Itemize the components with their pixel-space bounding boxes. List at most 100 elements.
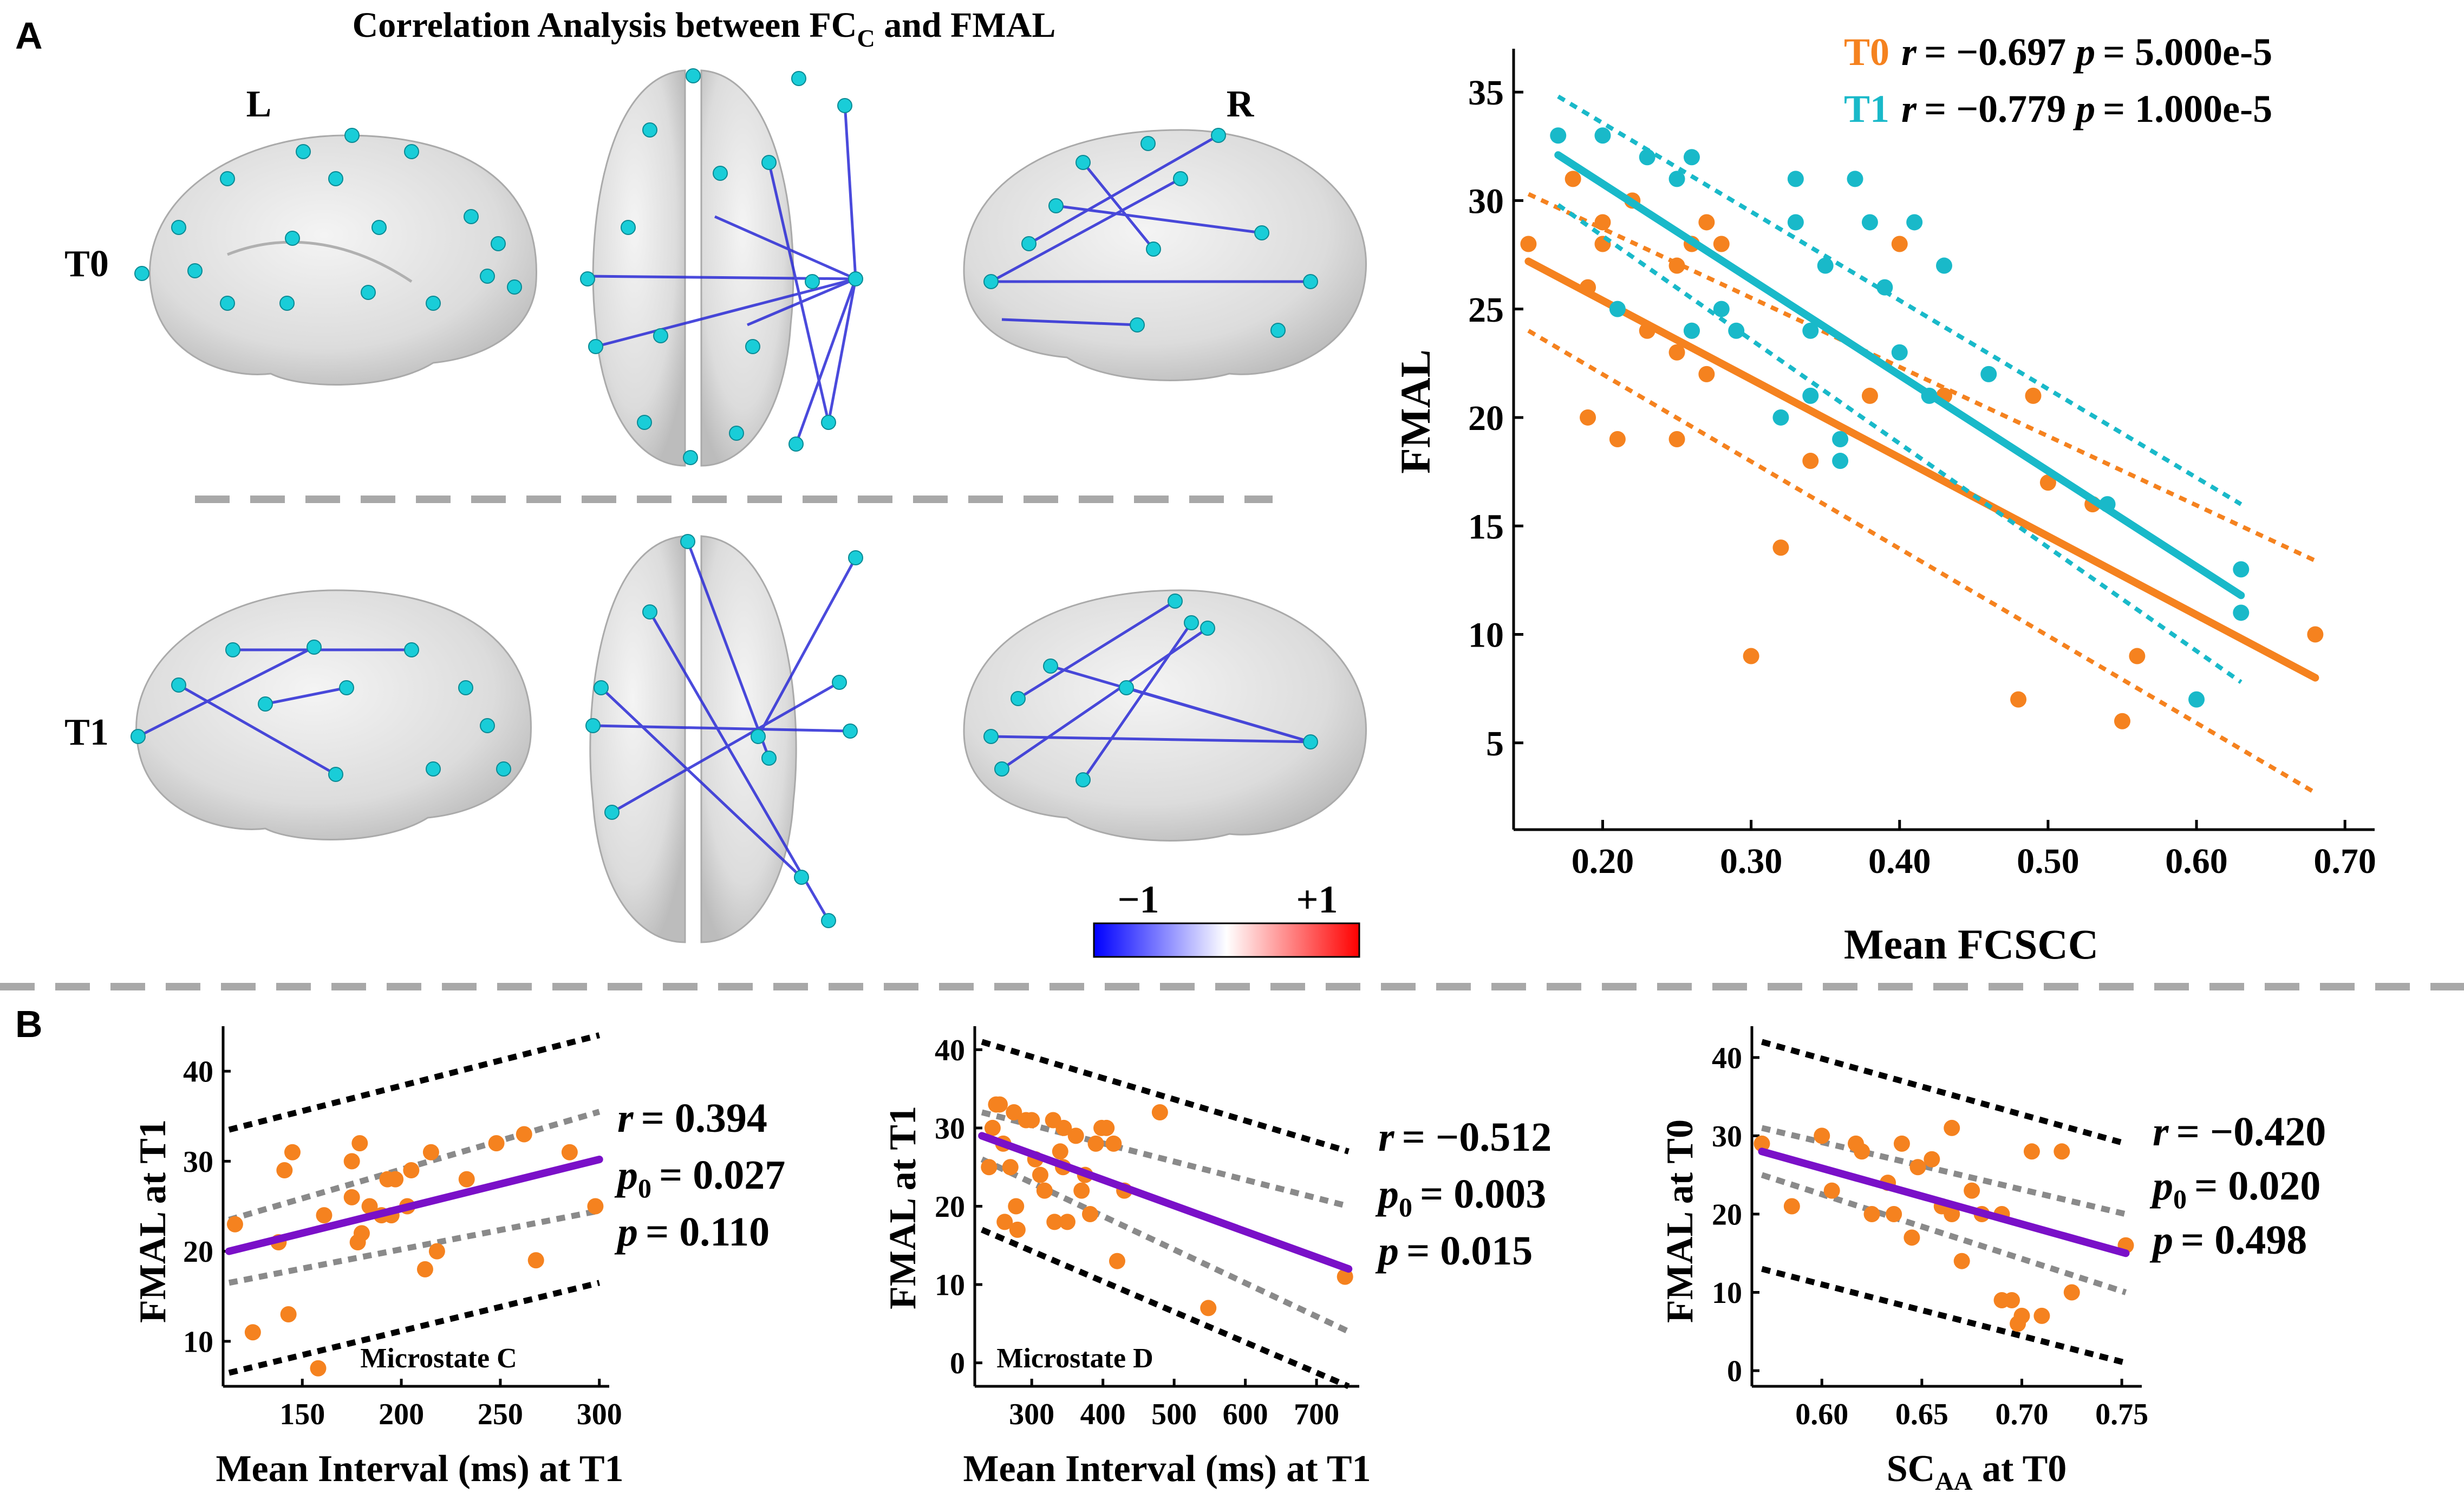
data-point-t1: [1906, 214, 1923, 231]
y-tick-label: 10: [935, 1269, 965, 1302]
data-point: [1073, 1182, 1090, 1199]
data-point: [981, 1159, 998, 1176]
data-point: [996, 1214, 1013, 1230]
data-point: [1109, 1253, 1125, 1269]
legend-t0-name: T0: [1844, 30, 1889, 74]
chart-b2-p-symbol: p: [1375, 1228, 1399, 1274]
chart-b2-p: p = 0.015: [1375, 1228, 1533, 1274]
y-tick-label: 30: [1712, 1120, 1742, 1153]
chart-b2-p0-value: = 0.003: [1420, 1171, 1546, 1217]
ci-outer-upper: [228, 1032, 601, 1133]
panel-a-title: Correlation Analysis between FCC and FMA…: [353, 5, 1056, 52]
data-point-t1: [1683, 322, 1700, 339]
row-label-t1: T1: [64, 712, 109, 753]
x-tick-label: 0.70: [2313, 842, 2376, 881]
data-point-t1: [1787, 214, 1804, 231]
y-tick-label: 30: [183, 1145, 213, 1179]
brain-t1-right-lateral: [963, 589, 1367, 842]
colorbar-min-label: −1: [1117, 878, 1159, 921]
fit-line: [1758, 1148, 2130, 1257]
y-tick-label: 20: [183, 1235, 213, 1269]
chart-b3-p: p = 0.498: [2149, 1217, 2307, 1263]
y-tick-label: 0: [950, 1347, 965, 1380]
data-point-t0: [1609, 431, 1626, 447]
legend-t0-p-value: = 5.000e-5: [2103, 30, 2272, 74]
panel-a-title-sub: C: [857, 24, 875, 52]
row-label-t0: T0: [64, 243, 109, 285]
brain-nodes: [131, 68, 1318, 928]
y-tick-label: 35: [1468, 73, 1504, 113]
data-point-t1: [1668, 171, 1685, 187]
chart-b2-r-value: = −0.512: [1402, 1114, 1552, 1160]
legend-t1-r-value: = −0.779: [1924, 87, 2066, 131]
data-point: [2013, 1307, 2030, 1324]
legend-t1-name: T1: [1844, 87, 1889, 131]
legend-t1-r-symbol: r: [1901, 87, 1917, 131]
data-point: [488, 1135, 505, 1152]
data-point-t1: [1802, 322, 1819, 339]
chart-a-legend: T0 r = −0.697 p = 5.000e-5 T1 r = −0.779 p = 1.0…: [1844, 30, 2272, 131]
legend-t0-p-symbol: p: [2072, 30, 2095, 74]
data-point: [984, 1119, 1001, 1136]
data-point: [244, 1324, 261, 1341]
ci-lower-t1: [1556, 203, 2243, 684]
data-point-t1: [1683, 149, 1700, 166]
data-point: [587, 1198, 604, 1215]
chart-b3-r-value: = −0.420: [2176, 1109, 2326, 1155]
x-tick-label: 0.30: [1720, 842, 1783, 881]
data-point: [1783, 1198, 1800, 1215]
chart-b2-r: r = −0.512: [1378, 1114, 1552, 1160]
data-point-t0: [1520, 236, 1537, 252]
data-point-t0: [1668, 431, 1685, 447]
data-point-t1: [2188, 691, 2205, 708]
data-point-t1: [1550, 127, 1567, 144]
chart-b1-annotation: Microstate C: [360, 1343, 517, 1374]
data-point-t0: [1565, 171, 1581, 187]
y-tick-label: 5: [1486, 724, 1504, 764]
chart-b3-xlabel: SCAA at T0: [1887, 1448, 2067, 1493]
y-tick-label: 20: [1712, 1198, 1742, 1232]
data-point-t0: [1698, 366, 1715, 382]
data-point: [1082, 1205, 1098, 1222]
chart-a-xlabel: Mean FCSCC: [1844, 921, 2098, 968]
data-point: [1046, 1214, 1063, 1230]
data-point: [1886, 1205, 1902, 1222]
y-tick-label: 25: [1468, 290, 1504, 330]
legend-t1: T1 r = −0.779 p = 1.000e-5: [1844, 87, 2272, 131]
data-point: [1893, 1135, 1910, 1152]
data-point-t0: [1772, 539, 1789, 556]
data-point: [1059, 1214, 1075, 1230]
chart-b2-stats: r = −0.512 p0 = 0.003 p = 0.015: [1375, 1114, 1552, 1274]
chart-b3-stats: r = −0.420 p0 = 0.020 p = 0.498: [2149, 1109, 2326, 1263]
y-tick-label: 10: [183, 1325, 213, 1359]
chart-b3-xlabel-sub: AA: [1935, 1467, 1973, 1493]
data-point-t0: [1743, 648, 1759, 664]
fit-line: [978, 1132, 1353, 1273]
y-tick-label: 20: [935, 1190, 965, 1224]
x-tick-label: 500: [1151, 1398, 1197, 1431]
data-point: [458, 1171, 475, 1188]
chart-b3-r: r = −0.420: [2153, 1109, 2326, 1155]
ci-outer-upper: [1761, 1039, 2127, 1147]
chart-b3-p-value: = 0.498: [2181, 1217, 2307, 1263]
chart-b3-ylabel: FMAL at T0: [1659, 1119, 1701, 1323]
data-point-t0: [2307, 626, 2324, 643]
data-point-t0: [1891, 236, 1908, 252]
data-point-t0: [1668, 344, 1685, 361]
data-point-t0: [2010, 691, 2027, 708]
data-point-t0: [1802, 453, 1819, 470]
chart-b3-p0-value: = 0.020: [2194, 1163, 2320, 1209]
y-tick-label: 10: [1468, 616, 1504, 655]
ci-upper-t1: [1557, 94, 2243, 506]
x-tick-label: 200: [379, 1398, 424, 1431]
data-point-t1: [1980, 366, 1997, 382]
y-tick-label: 40: [1712, 1041, 1742, 1075]
data-point: [1105, 1135, 1122, 1152]
data-point-t1: [1594, 127, 1611, 144]
x-tick-label: 0.50: [2017, 842, 2080, 881]
x-tick-label: 0.65: [1895, 1398, 1948, 1431]
data-point: [1754, 1135, 1770, 1152]
data-point-t1: [1936, 257, 1952, 274]
data-point-t1: [1847, 171, 1863, 187]
chart-microstate-c: 150 200 250 300 10 20 30 40 Microstate C r = 0.3…: [132, 1026, 785, 1490]
